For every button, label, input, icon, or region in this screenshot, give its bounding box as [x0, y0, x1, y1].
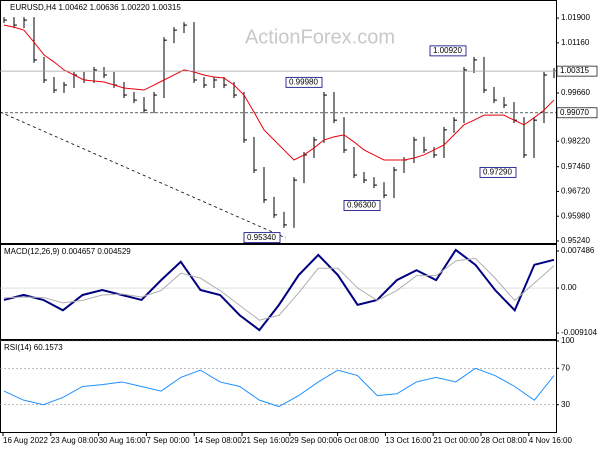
y-tick-label: 0.98220 [561, 136, 590, 145]
annotation-box [429, 45, 467, 57]
annotation-box [479, 166, 517, 178]
annotation-label: 1.00920 [433, 46, 462, 55]
y-tick-label: 0.95240 [561, 236, 590, 245]
annotation-label: 0.97290 [483, 167, 512, 176]
annotation-box [243, 232, 281, 244]
y-tick-label: 0.95980 [561, 211, 590, 220]
y-tick-label: 1.01160 [561, 38, 590, 47]
indicator-line [3, 248, 555, 332]
y-tick-label: 0.99660 [561, 88, 590, 97]
x-tick-label: 29 Sep 00:00 [290, 436, 338, 445]
y-tick-label: 30 [561, 400, 570, 409]
price-label: 0.99070 [560, 108, 589, 117]
chart-title: EURUSD,H4 1.00462 1.00636 1.00220 1.0031… [10, 3, 181, 12]
y-tick-label: 0.96720 [561, 187, 590, 196]
annotation-box [343, 200, 381, 211]
macd-title: MACD(12,26,9) 0.004657 0.004529 [4, 247, 131, 256]
price-label-box [556, 65, 598, 77]
y-tick-label: 0.00 [561, 283, 577, 292]
moving-average [3, 24, 555, 161]
x-tick-label: 21 Sep 16:00 [242, 436, 290, 445]
y-tick-label: 70 [561, 363, 570, 372]
macd-panel [0, 244, 557, 340]
rsi-panel [0, 340, 557, 433]
x-tick-label: 21 Oct 00:00 [433, 436, 479, 445]
y-tick-label: 0.007486 [561, 246, 595, 255]
y-tick-label: -0.009104 [561, 328, 598, 337]
rsi-title: RSI(14) 60.1573 [4, 343, 63, 352]
x-tick-label: 28 Oct 08:00 [481, 436, 527, 445]
annotation-label: 0.99980 [289, 77, 318, 86]
watermark: ActionForex.com [245, 26, 395, 48]
x-tick-label: 6 Oct 08:00 [338, 436, 380, 445]
indicator-line [3, 367, 555, 408]
x-tick-label: 4 Nov 16:00 [529, 436, 573, 445]
x-tick-label: 30 Aug 16:00 [99, 436, 147, 445]
price-label: 1.00315 [560, 66, 589, 75]
x-tick-label: 14 Sep 08:00 [194, 436, 242, 445]
y-tick-label: 0.97460 [561, 162, 590, 171]
x-tick-label: 16 Aug 2022 [3, 436, 48, 445]
x-tick-label: 13 Oct 16:00 [385, 436, 431, 445]
x-tick-label: 7 Sep 00:00 [146, 436, 190, 445]
price-label-box [556, 107, 598, 119]
annotation-box [285, 76, 323, 88]
annotation-label: 0.95340 [247, 233, 276, 242]
indicator-line [3, 257, 555, 321]
trend-line [0, 111, 287, 239]
annotation-label: 0.96300 [347, 201, 376, 210]
y-tick-label: 100 [561, 336, 575, 345]
x-tick-label: 23 Aug 08:00 [51, 436, 99, 445]
price-panel [0, 0, 557, 244]
y-tick-label: 1.01900 [561, 13, 590, 22]
